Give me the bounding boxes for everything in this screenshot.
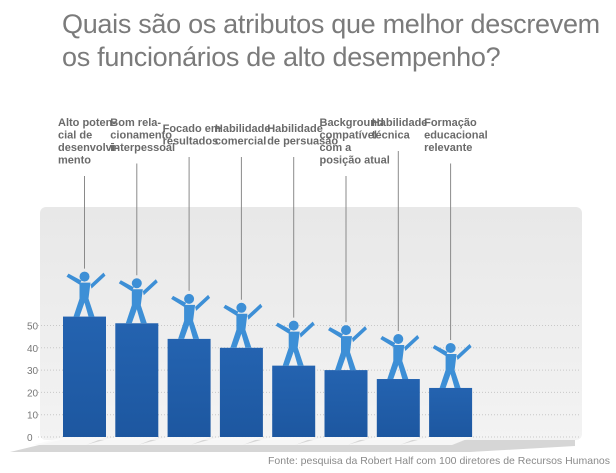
y-tick-label: 50 [27,322,39,333]
y-tick-label: 30 [27,366,39,377]
category-label-line: de persuasão [267,136,338,148]
category-label-line: Habilidade [215,123,271,135]
y-tick-label: 0 [27,433,33,444]
category-label-line: cionamento [110,130,172,142]
category-label-line: posição atual [320,155,390,167]
category-label-line: interpessoal [110,142,175,154]
athlete-figure-icon [380,334,420,380]
category-label-line: cial de [58,130,92,142]
bar [324,370,368,437]
athlete-figure-icon [432,342,472,388]
category-label: Bom rela-cionamento interpessoal [110,117,175,154]
athlete-figure-icon [118,278,158,324]
y-tick-label: 10 [27,411,39,422]
category-label-line: Focado em [163,123,221,135]
athlete-figure-icon [328,325,367,371]
bar [429,387,473,437]
category-label: Formação educacional relevante [424,117,488,154]
bar [115,323,159,437]
bar-reflection [399,437,473,445]
bar [272,365,316,437]
athlete-figure-icon [66,271,106,317]
category-label: Alto poten-cial de desenvolvi-mento [58,117,119,167]
category-label-line: com a [320,142,353,154]
y-tick-label: 40 [27,344,39,355]
category-label: Habilidade comercial [215,123,271,148]
category-label-line: Habilidade [267,123,323,135]
category-label-line: mento [58,155,91,167]
category-label-line: Background [320,117,384,129]
bar-reflection [85,437,159,445]
athlete-figure-icon [171,293,211,339]
category-label-line: comercial [215,136,266,148]
chart-title: Quais são os atributos que melhor descre… [62,9,600,72]
bar [63,316,106,437]
athlete-figure-icon [223,302,263,348]
category-label-line: Alto poten- [58,117,116,129]
category-label-line: resultados [163,136,219,148]
category-label: Focado em resultados [163,123,221,148]
category-label-line: Bom rela- [110,117,161,129]
category-label-line: compatível [320,130,377,142]
source-note: Fonte: pesquisa da Robert Half com 100 d… [268,455,611,467]
category-label-line: Formação [424,117,477,129]
athlete-figure-icon [275,320,315,366]
bar-reflection [346,437,420,445]
category-label: Background compatível com a posição atual [320,117,390,167]
bar-reflection [33,437,106,445]
category-label: Habilidade de persuasão [267,123,338,148]
bar-reflection [189,437,263,445]
category-label-line: educacional [424,130,488,142]
category-label-line: relevante [424,142,472,154]
bar-reflection [242,437,316,445]
y-tick-label: 20 [27,388,39,399]
bar [219,347,263,437]
category-label: Habilidade técnica [372,117,428,142]
bar [167,338,211,437]
category-label-line: desenvolvi- [58,142,119,154]
category-label-line: Habilidade [372,117,428,129]
bar-reflection [294,437,368,445]
bar [376,379,420,437]
bar-reflection [137,437,211,445]
category-label-line: técnica [372,130,411,142]
